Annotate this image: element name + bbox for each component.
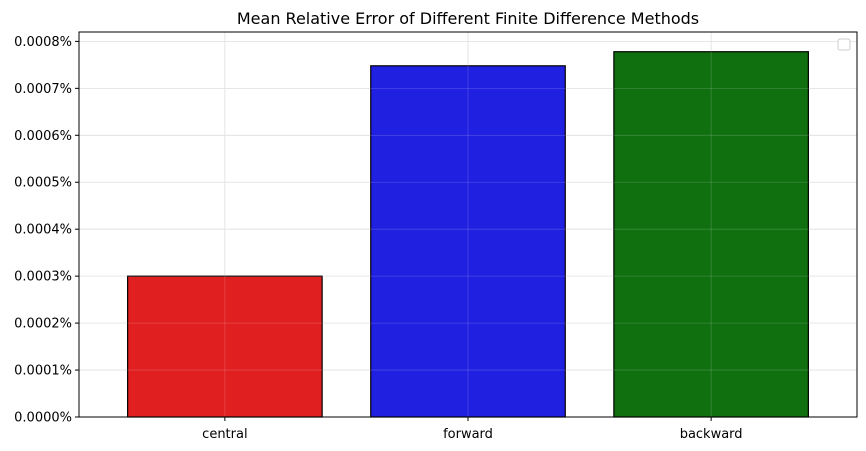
bars	[79, 32, 857, 418]
bar-central	[127, 275, 323, 418]
bar-backward	[613, 51, 809, 418]
bar-forward	[370, 65, 566, 418]
x-tick-label: backward	[680, 427, 743, 442]
x-tick-label: central	[202, 427, 247, 442]
y-tick-label: 0.0000%	[14, 411, 72, 426]
y-tick-label: 0.0004%	[14, 223, 72, 238]
y-tick-label: 0.0005%	[14, 176, 72, 191]
y-tick-label: 0.0008%	[14, 35, 72, 50]
y-tick-label: 0.0006%	[14, 129, 72, 144]
y-axis: 0.0000% 0.0001% 0.0002% 0.0003% 0.0004% 0.000…	[14, 35, 79, 426]
plot-frame	[78, 31, 858, 418]
x-axis: central forward backward	[202, 417, 743, 442]
y-tick-label: 0.0001%	[14, 364, 72, 379]
y-tick-label: 0.0002%	[14, 317, 72, 332]
x-tick-label: forward	[443, 427, 493, 442]
y-tick-label: 0.0003%	[14, 270, 72, 285]
y-tick-label: 0.0007%	[14, 82, 72, 97]
chart-title: Mean Relative Error of Different Finite …	[237, 9, 699, 28]
legend	[837, 38, 851, 51]
